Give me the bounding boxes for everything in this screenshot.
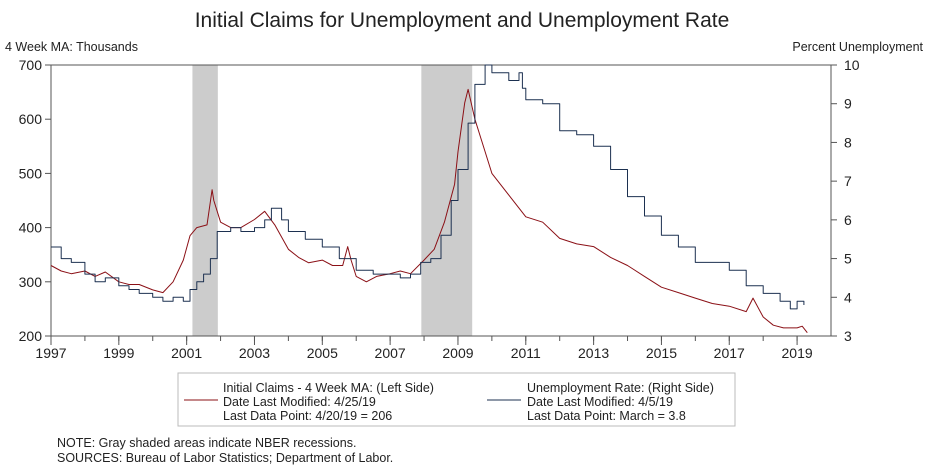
plot-frame [50, 64, 832, 337]
legend-claims-modified: Date Last Modified: 4/25/19 [223, 395, 376, 409]
left-tick-label: 300 [19, 274, 43, 290]
x-tick-label: 2013 [578, 345, 609, 361]
left-tick-label: 600 [19, 111, 43, 127]
right-tick-label: 8 [844, 134, 852, 150]
legend-claims-last-point: Last Data Point: 4/20/19 = 206 [223, 409, 392, 423]
right-tick-label: 5 [844, 251, 852, 267]
left-tick-label: 500 [19, 165, 43, 181]
left-tick-label: 200 [19, 328, 43, 344]
x-tick-label: 1997 [35, 345, 66, 361]
right-tick-label: 7 [844, 173, 852, 189]
legend-rate-name: Unemployment Rate: (Right Side) [527, 381, 714, 395]
chart-title: Initial Claims for Unemployment and Unem… [195, 9, 730, 32]
x-tick-label: 1999 [103, 345, 134, 361]
sources-note: SOURCES: Bureau of Labor Statistics; Dep… [57, 451, 394, 465]
x-tick-label: 2015 [646, 345, 677, 361]
x-tick-label: 2017 [714, 345, 745, 361]
right-axis-label: Percent Unemployment [792, 40, 923, 54]
x-tick-label: 2019 [782, 345, 813, 361]
recession-note: NOTE: Gray shaded areas indicate NBER re… [57, 436, 357, 450]
left-tick-label: 400 [19, 220, 43, 236]
right-tick-label: 3 [844, 328, 852, 344]
right-tick-label: 4 [844, 289, 852, 305]
legend-claims-name: Initial Claims - 4 Week MA: (Left Side) [223, 381, 434, 395]
legend-rate-last-point: Last Data Point: March = 3.8 [527, 409, 686, 423]
axis-ticks: 1997 1999 2001 2003 2005 2007 2009 2011 2013 2015… [19, 57, 860, 361]
right-tick-label: 6 [844, 212, 852, 228]
x-tick-label: 2009 [442, 345, 473, 361]
left-tick-label: 700 [19, 57, 43, 73]
initial-claims-line [50, 88, 808, 334]
legend-box [177, 372, 736, 427]
x-tick-label: 2001 [171, 345, 202, 361]
right-tick-label: 9 [844, 96, 852, 112]
legend-rate-modified: Date Last Modified: 4/5/19 [527, 395, 673, 409]
right-tick-label: 10 [844, 57, 860, 73]
x-tick-label: 2011 [511, 345, 541, 361]
unemployment-rate-line [51, 64, 805, 310]
recession-shading [192, 65, 473, 336]
left-axis-label: 4 Week MA: Thousands [5, 40, 138, 54]
series-lines [50, 64, 808, 334]
x-tick-label: 2003 [239, 345, 270, 361]
x-tick-label: 2005 [307, 345, 338, 361]
x-tick-label: 2007 [375, 345, 406, 361]
